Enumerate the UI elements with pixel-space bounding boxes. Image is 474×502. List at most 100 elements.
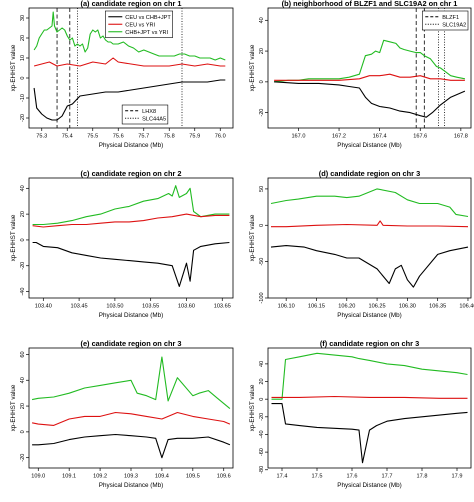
x-tick-label: 17.8 bbox=[417, 474, 428, 480]
panel-a: (a) candidate region on chr 1 75.3 75.4 75.… bbox=[10, 0, 234, 149]
y-tick-label: 20 bbox=[20, 211, 26, 217]
x-tick-label: 75.9 bbox=[189, 134, 200, 140]
x-tick-label: 106.35 bbox=[429, 304, 446, 310]
panel-d: (d) candidate region on chr 3 106.10 106.1… bbox=[249, 169, 474, 319]
x-axis-label: Physical Distance (Mb) bbox=[99, 482, 163, 489]
plot-frame bbox=[267, 7, 472, 129]
y-tick-label: -20 bbox=[20, 114, 26, 122]
y-axis-label: xp-EHHST value bbox=[10, 214, 17, 261]
series-line-ceu-vs-chb-jpt bbox=[33, 79, 226, 121]
x-axis-label: Physical Distance (Mb) bbox=[337, 142, 401, 149]
x-tick-label: 109.0 bbox=[31, 474, 45, 480]
x-tick-label: 109.5 bbox=[186, 474, 200, 480]
series-line-chb-jpt-vs-yri bbox=[270, 188, 469, 218]
y-tick-label: 10 bbox=[20, 55, 26, 61]
panel-title: (e) candidate region on chr 3 bbox=[80, 339, 181, 348]
legend-label: LHX8 bbox=[142, 109, 156, 115]
series-line-chb-jpt-vs-yri bbox=[271, 352, 468, 400]
x-tick-label: 106.40 bbox=[459, 304, 474, 310]
legend-box bbox=[121, 104, 169, 125]
y-tick-label: 20 bbox=[20, 35, 26, 41]
panel-title: (f) candidate region on chr 3 bbox=[320, 339, 419, 348]
legend-label: BLZF1 bbox=[442, 15, 459, 21]
series-line-chb-jpt-vs-yri bbox=[31, 356, 231, 410]
legend-label: SLC19A2 bbox=[442, 22, 466, 28]
x-tick-label: 167.4 bbox=[373, 134, 387, 140]
series-line-ceu-vs-chb-jpt bbox=[32, 241, 230, 287]
x-tick-label: 17.6 bbox=[347, 474, 358, 480]
panel-f: (f) candidate region on chr 3 17.4 17.5 17.… bbox=[249, 339, 472, 489]
x-tick-label: 106.20 bbox=[338, 304, 355, 310]
series-line-ceu-vs-yri bbox=[31, 411, 231, 426]
series-line-ceu-vs-chb-jpt bbox=[271, 403, 468, 464]
plot-frame bbox=[28, 177, 234, 299]
y-tick-label: -20 bbox=[259, 413, 265, 421]
series-line-chb-jpt-vs-yri bbox=[274, 39, 466, 83]
x-tick-label: 17.9 bbox=[452, 474, 463, 480]
y-tick-label: -40 bbox=[259, 430, 265, 438]
y-tick-label: 40 bbox=[259, 17, 265, 23]
y-tick-label: -100 bbox=[259, 292, 265, 303]
series-line-ceu-vs-yri bbox=[32, 213, 230, 228]
x-tick-label: 75.3 bbox=[36, 134, 47, 140]
y-tick-label: 20 bbox=[259, 48, 265, 54]
y-tick-label: -40 bbox=[20, 288, 26, 296]
y-tick-label: 0 bbox=[20, 430, 26, 433]
y-tick-label: 20 bbox=[259, 378, 265, 384]
x-tick-label: 75.4 bbox=[62, 134, 73, 140]
x-axis-label: Physical Distance (Mb) bbox=[99, 312, 163, 319]
x-tick-label: 17.5 bbox=[312, 474, 323, 480]
y-axis-label: xp-EHHST value bbox=[249, 214, 256, 261]
x-tick-label: 103.50 bbox=[106, 304, 123, 310]
x-tick-label: 109.2 bbox=[93, 474, 107, 480]
y-tick-label: -50 bbox=[259, 258, 265, 266]
x-tick-label: 106.25 bbox=[369, 304, 386, 310]
y-tick-label: 50 bbox=[259, 186, 265, 192]
plot-frame bbox=[267, 177, 472, 299]
legend-label: SLC44A5 bbox=[142, 116, 166, 122]
x-tick-label: 103.55 bbox=[142, 304, 159, 310]
y-tick-label: -60 bbox=[259, 448, 265, 456]
plot-frame bbox=[28, 347, 234, 469]
series-line-ceu-vs-yri bbox=[274, 73, 465, 81]
y-axis-label: xp-EHHST value bbox=[10, 384, 17, 431]
y-tick-label: -20 bbox=[20, 262, 26, 270]
x-tick-label: 103.40 bbox=[35, 304, 52, 310]
series-line-ceu-vs-chb-jpt bbox=[270, 245, 469, 288]
series-line-ceu-vs-yri bbox=[271, 395, 468, 399]
x-tick-label: 109.3 bbox=[124, 474, 138, 480]
x-tick-label: 109.1 bbox=[62, 474, 76, 480]
x-tick-label: 167.8 bbox=[454, 134, 468, 140]
y-axis-label: xp-EHHST value bbox=[10, 44, 17, 91]
plot-frame bbox=[28, 7, 234, 129]
x-tick-label: 167.6 bbox=[413, 134, 427, 140]
y-tick-label: 60 bbox=[20, 351, 26, 357]
y-tick-label: -20 bbox=[259, 109, 265, 117]
series-line-ceu-vs-chb-jpt bbox=[274, 81, 466, 118]
y-tick-label: 0 bbox=[259, 224, 265, 227]
x-tick-label: 106.30 bbox=[399, 304, 416, 310]
panel-title: (d) candidate region on chr 3 bbox=[319, 169, 420, 178]
x-tick-label: 75.5 bbox=[87, 134, 98, 140]
x-tick-label: 167.0 bbox=[291, 134, 305, 140]
panel-title: (a) candidate region on chr 1 bbox=[80, 0, 181, 8]
y-tick-label: 40 bbox=[259, 361, 265, 367]
series-line-chb-jpt-vs-yri bbox=[33, 11, 226, 61]
legend-label: CHB+JPT vs YRI bbox=[125, 30, 168, 36]
y-tick-label: 30 bbox=[20, 15, 26, 21]
x-tick-label: 17.7 bbox=[382, 474, 393, 480]
y-tick-label: -80 bbox=[259, 466, 265, 474]
x-tick-label: 75.6 bbox=[113, 134, 124, 140]
x-axis-label: Physical Distance (Mb) bbox=[99, 142, 163, 149]
x-axis-label: Physical Distance (Mb) bbox=[337, 312, 401, 319]
x-tick-label: 109.6 bbox=[217, 474, 231, 480]
y-tick-label: 40 bbox=[20, 185, 26, 191]
y-axis-label: xp-EHHST value bbox=[249, 44, 256, 91]
y-tick-label: 0 bbox=[259, 80, 265, 83]
y-tick-label: 0 bbox=[259, 398, 265, 401]
series-line-ceu-vs-yri bbox=[33, 57, 226, 67]
panel-title: (b) neighborhood of BLZF1 and SLC19A2 on… bbox=[282, 0, 458, 8]
y-axis-label: xp-EHHST value bbox=[249, 384, 256, 431]
